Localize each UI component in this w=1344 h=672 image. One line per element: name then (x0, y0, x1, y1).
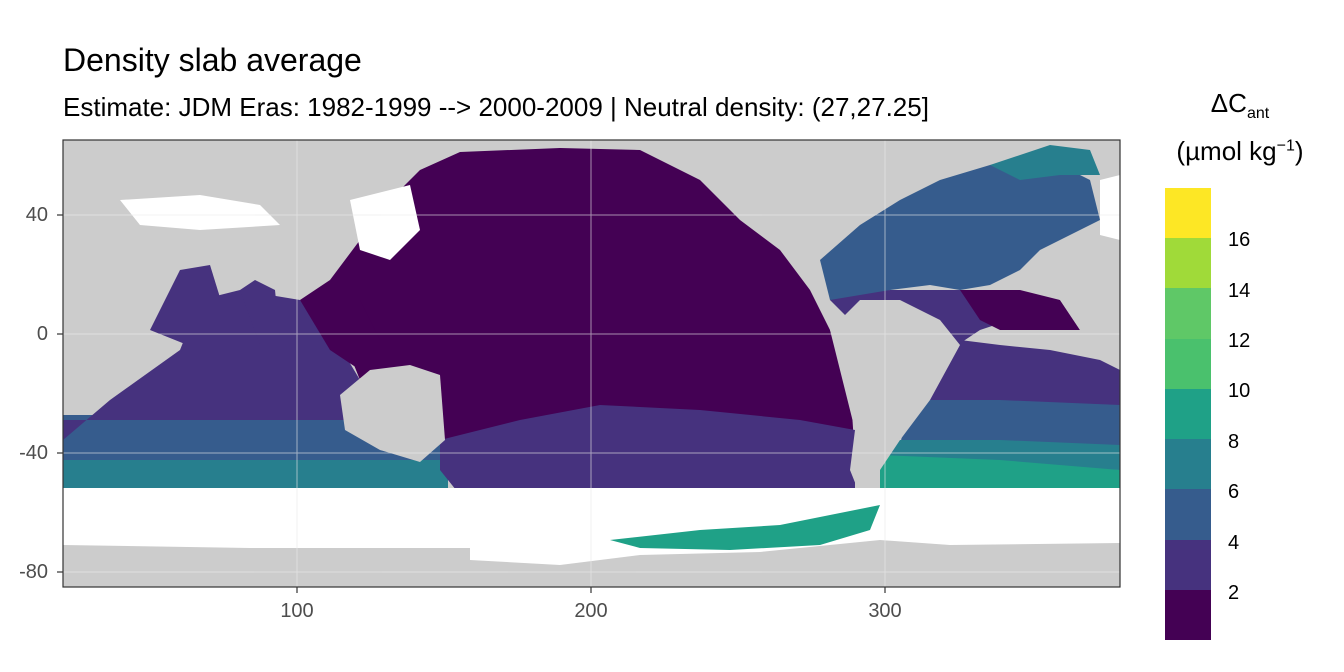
axis-ticks (57, 214, 886, 593)
mediterranean-no-data (120, 195, 280, 230)
y-tick-label: 0 (36, 323, 48, 345)
y-tick-label: 40 (25, 204, 48, 226)
south-pacific-band (440, 405, 855, 495)
south-atlantic-deep (900, 400, 1120, 450)
plot-title: Density slab average (63, 42, 362, 78)
plot-subtitle: Estimate: JDM Eras: 1982-1999 --> 2000-2… (63, 92, 929, 122)
africa-land (1020, 260, 1120, 345)
north-atlantic (820, 160, 1100, 300)
legend-colorbar (1165, 188, 1211, 641)
north-atlantic-teal (990, 145, 1100, 180)
arctic-no-data (1100, 175, 1120, 240)
pacific-ocean (330, 148, 855, 470)
equatorial-atlantic (960, 290, 1080, 330)
legend-label: 14 (1228, 280, 1251, 302)
legend-bin (1165, 539, 1211, 591)
legend-unit: (µmol kg−1) (1176, 136, 1304, 166)
legend-label: 8 (1228, 431, 1240, 453)
legend-label: 16 (1228, 229, 1251, 251)
legend-bin (1165, 589, 1211, 641)
legend-label: 2 (1228, 582, 1240, 604)
legend-bin (1165, 338, 1211, 390)
legend-title: ΔCant (1210, 88, 1270, 123)
grid (63, 140, 1120, 587)
australia-land (340, 365, 445, 462)
arabian-sea (150, 265, 230, 350)
bay-of-bengal (240, 280, 280, 345)
legend-bin (1165, 439, 1211, 490)
legend-bin (1165, 188, 1211, 239)
x-tick-label: 100 (280, 600, 314, 622)
legend-bin (1165, 489, 1211, 541)
legend-label: 12 (1228, 330, 1251, 352)
x-tick-label: 300 (868, 600, 902, 622)
legend-label: 10 (1228, 380, 1251, 402)
south-america-land (830, 300, 960, 495)
legend-bin (1165, 288, 1211, 340)
y-tick-label: -80 (19, 561, 48, 583)
indonesian-seas (300, 280, 380, 370)
legend-label: 6 (1228, 481, 1240, 503)
y-tick-label: -40 (19, 442, 48, 464)
legend-bin (1165, 388, 1211, 440)
antarctic-shelf-green (610, 505, 880, 550)
legend-bin (1165, 238, 1211, 289)
north-asia-no-data (350, 185, 420, 260)
x-tick-label: 200 (574, 600, 608, 622)
legend-label: 4 (1228, 532, 1240, 554)
indian-ocean-band-teal (63, 460, 448, 488)
drake-passage-green (880, 455, 1120, 492)
